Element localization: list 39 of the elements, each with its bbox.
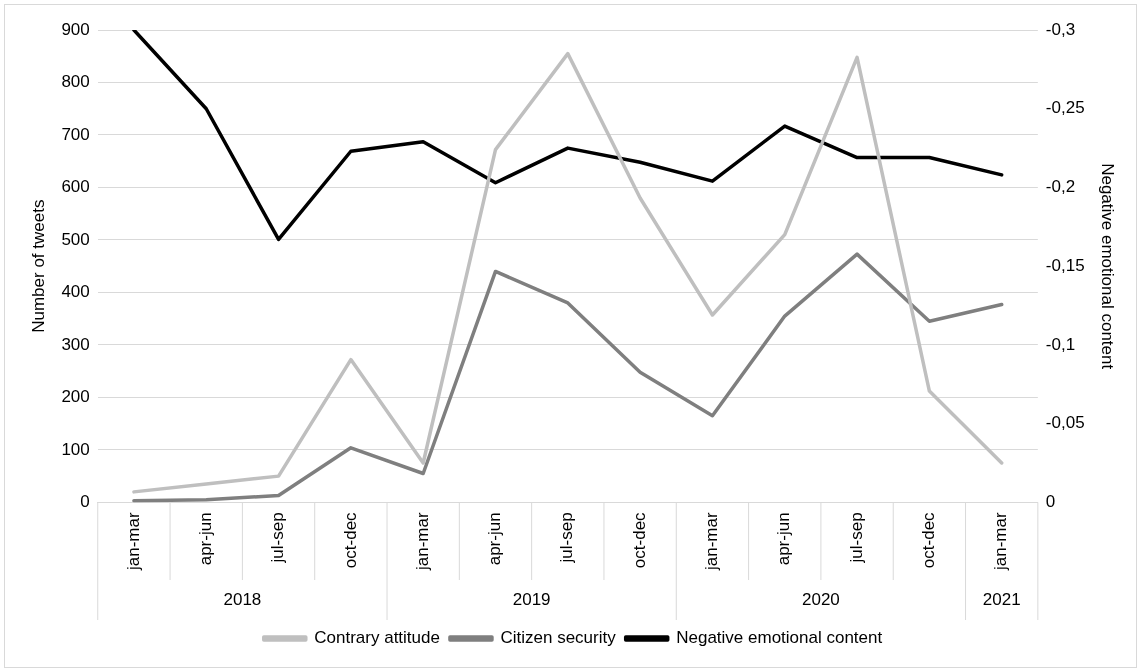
y2-axis-title: Negative emotional content — [1098, 163, 1118, 370]
y-tick-label: 400 — [61, 282, 90, 302]
y-axis-title: Number of tweets — [28, 199, 48, 333]
x-tick-label: jul-sep — [557, 512, 577, 564]
y2-tick-label: -0,3 — [1045, 19, 1076, 39]
y-tick-label: 600 — [61, 177, 90, 197]
x-tick-label: jan-mar — [702, 512, 722, 571]
x-tick-label: oct-dec — [340, 511, 360, 569]
legend-label: Contrary attitude — [314, 628, 440, 648]
text: 2018 — [223, 589, 262, 609]
y-tick-label: 700 — [61, 124, 90, 144]
y-tick-label: 200 — [61, 387, 90, 407]
y-tick-label: 800 — [61, 72, 90, 92]
x-tick-label: apr-jun — [195, 512, 215, 566]
x-tick-label: jul-sep — [846, 512, 866, 564]
x-tick-label: jan-mar — [123, 512, 143, 571]
x-tick-label: apr-jun — [485, 512, 505, 566]
x-tick-label: oct-dec — [919, 511, 939, 569]
x-tick-label: oct-dec — [629, 511, 649, 569]
text: 2020 — [801, 589, 840, 609]
x-tick-label: apr-jun — [774, 512, 794, 566]
y2-tick-label: -0,25 — [1045, 98, 1085, 118]
y2-tick-label: -0,05 — [1045, 413, 1085, 433]
x-tick-label: jan-mar — [991, 512, 1011, 571]
y-tick-label: 0 — [80, 492, 90, 512]
legend-label: Negative emotional content — [676, 628, 883, 648]
x-tick-label: jan-mar — [412, 512, 432, 571]
y2-tick-label: -0,1 — [1045, 334, 1076, 354]
y-tick-label: 300 — [61, 334, 90, 354]
y-tick-label: 900 — [61, 19, 90, 39]
text: 2021 — [982, 589, 1021, 609]
y2-tick-label: -0,2 — [1045, 177, 1076, 197]
y-tick-label: 100 — [61, 439, 90, 459]
x-tick-label: jul-sep — [268, 512, 288, 564]
y2-tick-label: -0,15 — [1045, 255, 1085, 275]
text: 2019 — [512, 589, 551, 609]
legend-label: Citizen security — [500, 628, 617, 648]
y-tick-label: 500 — [61, 229, 90, 249]
y2-tick-label: 0 — [1045, 492, 1056, 512]
